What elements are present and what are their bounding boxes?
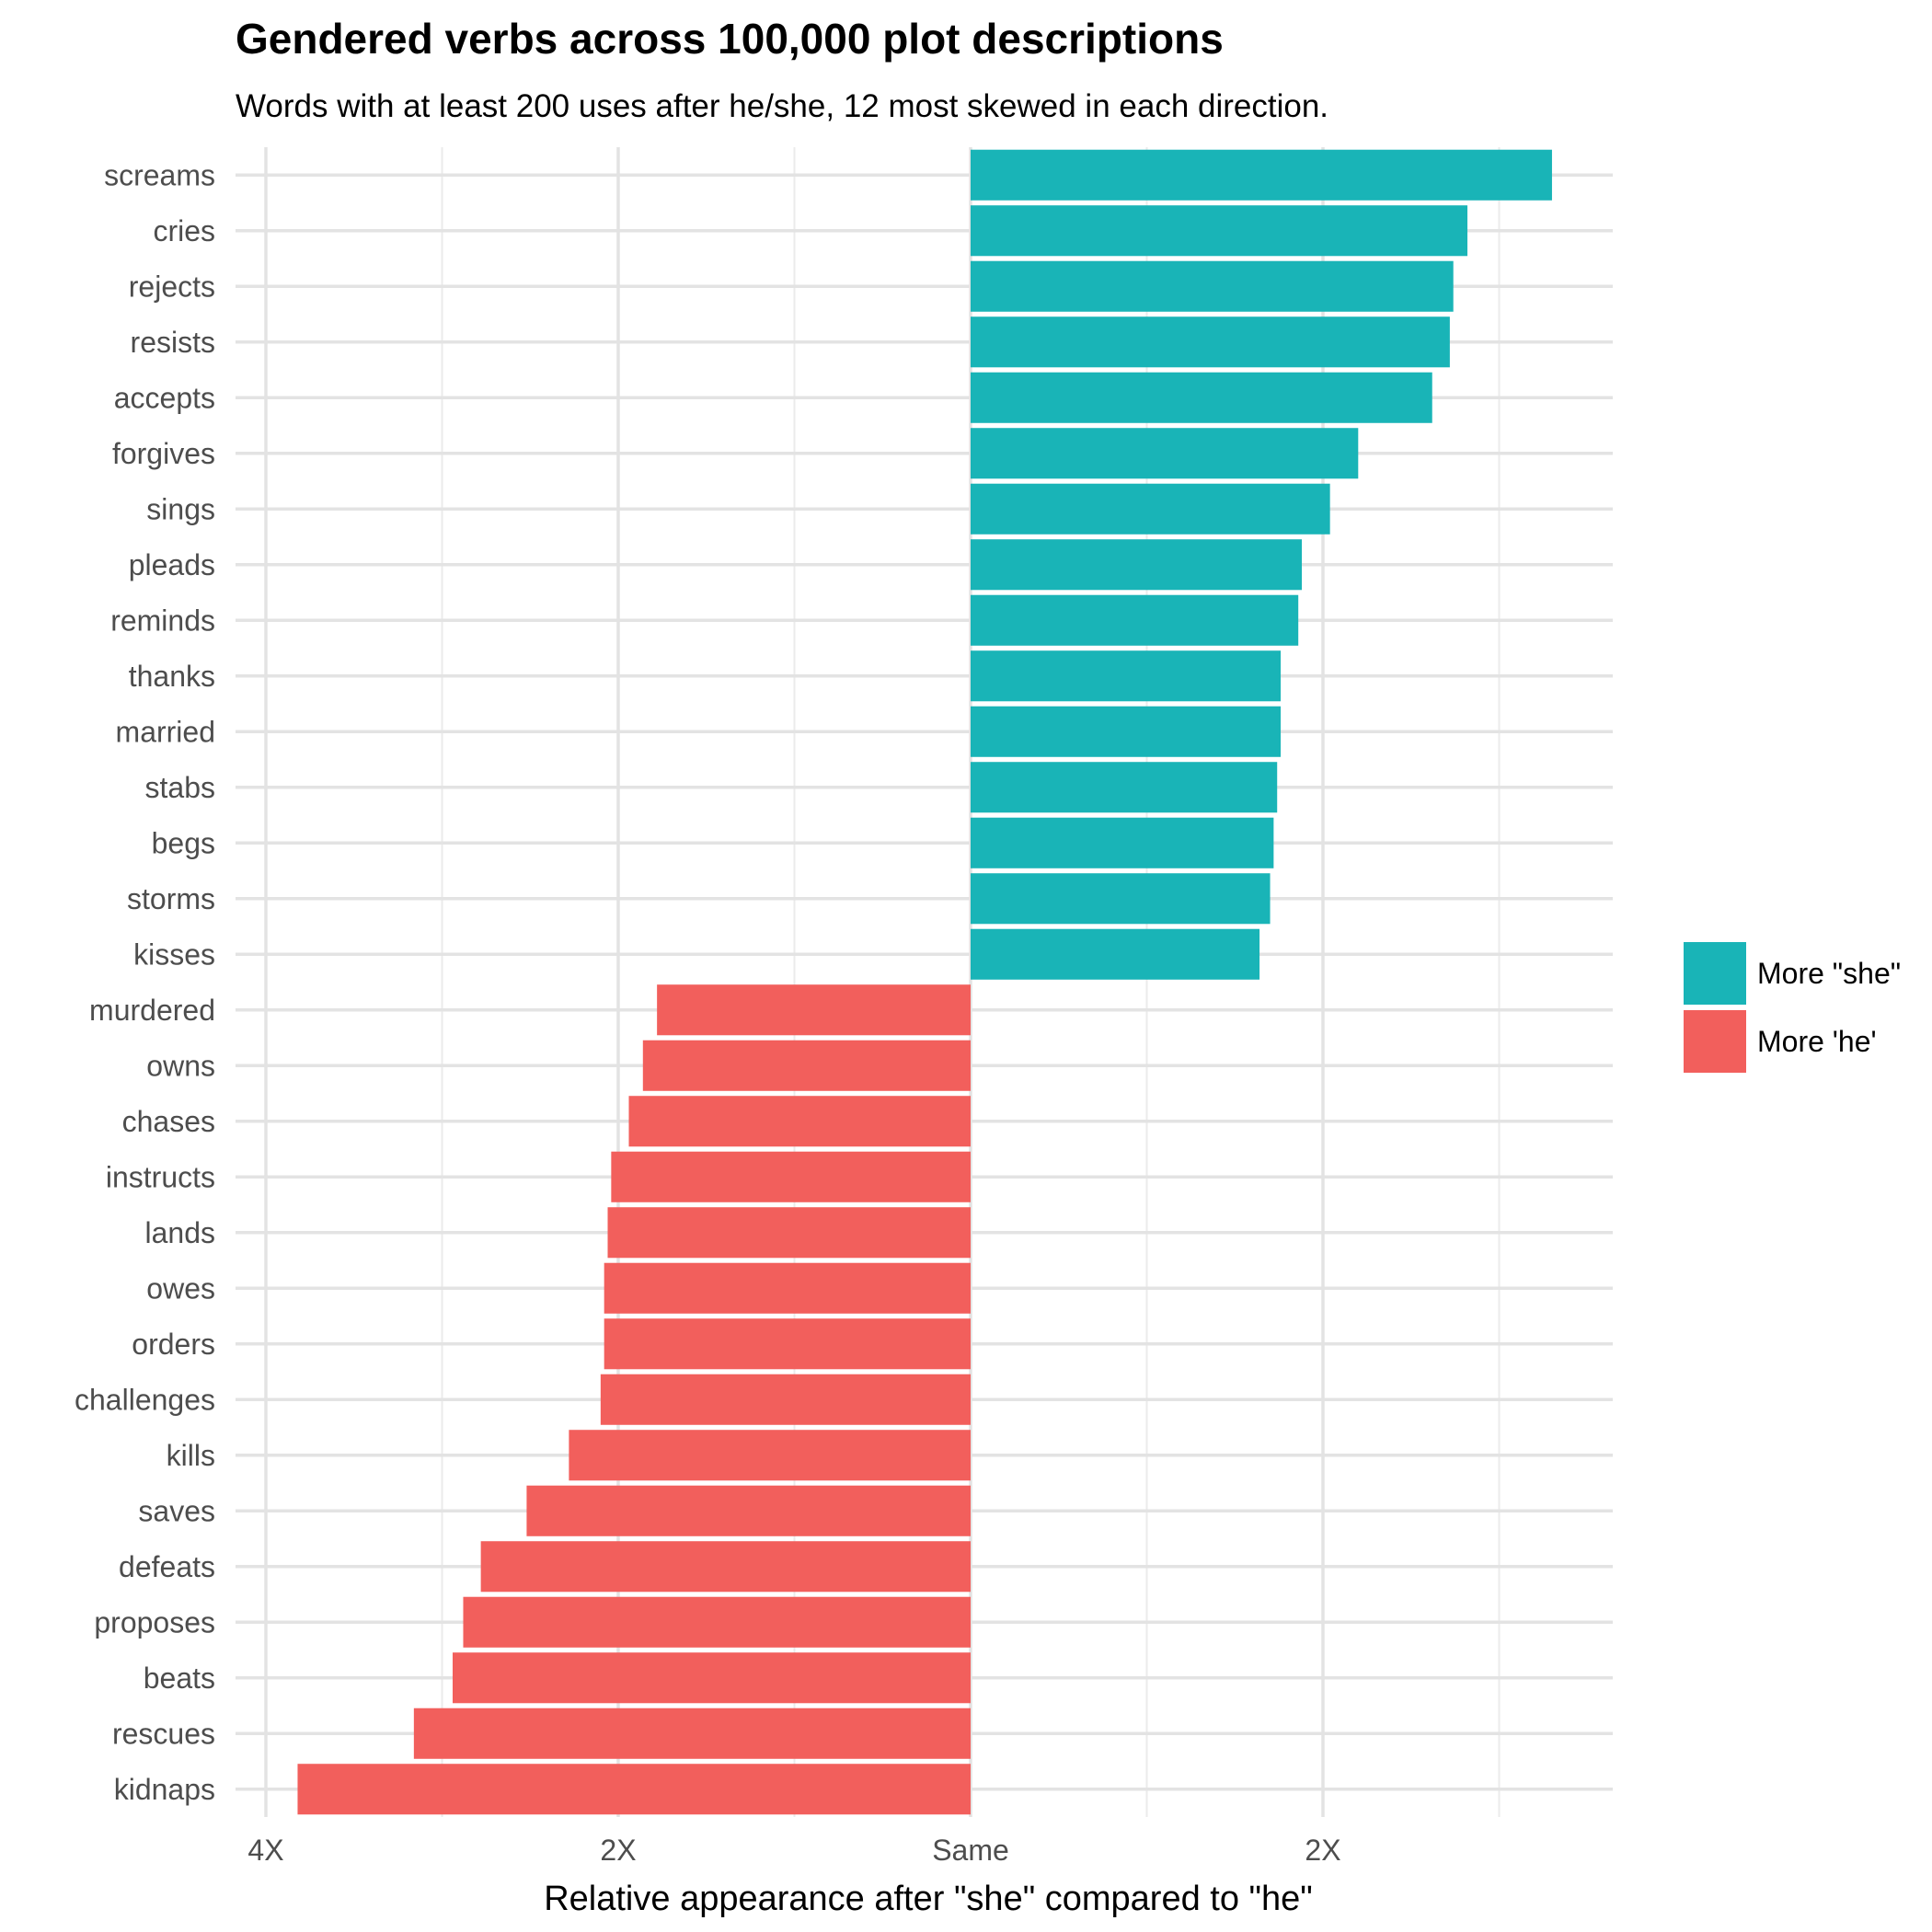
y-tick-label: owes bbox=[146, 1271, 215, 1305]
bar-lands bbox=[607, 1207, 971, 1259]
legend-swatch bbox=[1684, 942, 1746, 1005]
y-tick-label: cries bbox=[153, 214, 215, 247]
bar-challenges bbox=[600, 1374, 971, 1425]
bar-reminds bbox=[971, 594, 1299, 646]
y-tick-label: screams bbox=[104, 158, 215, 191]
y-tick-label: resists bbox=[131, 326, 215, 359]
bar-defeats bbox=[480, 1541, 971, 1593]
y-tick-label: accepts bbox=[114, 381, 215, 414]
y-tick-label: reminds bbox=[110, 604, 215, 637]
bar-owns bbox=[642, 1040, 971, 1091]
bar-kills bbox=[569, 1430, 971, 1481]
chart-title: Gendered verbs across 100,000 plot descr… bbox=[236, 15, 1224, 63]
bar-thanks bbox=[971, 650, 1282, 702]
bar-kisses bbox=[971, 928, 1260, 980]
bar-orders bbox=[604, 1318, 971, 1370]
bar-resists bbox=[971, 316, 1450, 368]
y-tick-label: rescues bbox=[112, 1717, 215, 1750]
y-tick-label: kisses bbox=[133, 937, 215, 971]
y-tick-label: defeats bbox=[119, 1550, 215, 1583]
y-tick-label: kills bbox=[167, 1439, 215, 1472]
y-tick-label: married bbox=[116, 715, 215, 748]
y-tick-label: pleads bbox=[129, 548, 215, 581]
y-tick-label: lands bbox=[145, 1216, 216, 1249]
bar-storms bbox=[971, 873, 1271, 925]
y-tick-label: owns bbox=[146, 1049, 215, 1082]
bar-pleads bbox=[971, 539, 1303, 591]
bar-rejects bbox=[971, 260, 1454, 312]
y-tick-label: sings bbox=[146, 492, 215, 525]
bar-forgives bbox=[971, 428, 1359, 479]
y-tick-label: orders bbox=[132, 1328, 215, 1361]
y-tick-label: storms bbox=[127, 882, 215, 915]
x-axis-title: Relative appearance after "she" compared… bbox=[544, 1880, 1313, 1918]
bar-accepts bbox=[971, 372, 1432, 423]
y-tick-label: challenges bbox=[75, 1383, 215, 1416]
y-tick-label: stabs bbox=[145, 771, 215, 804]
y-tick-label: instructs bbox=[106, 1160, 215, 1193]
legend-label: More 'he' bbox=[1757, 1025, 1877, 1058]
chart-subtitle: Words with at least 200 uses after he/sh… bbox=[236, 88, 1328, 124]
bar-instructs bbox=[611, 1151, 971, 1202]
bar-rescues bbox=[413, 1708, 971, 1759]
x-tick-label: 2X bbox=[1305, 1834, 1340, 1867]
y-tick-label: beats bbox=[144, 1662, 215, 1695]
bar-married bbox=[971, 706, 1282, 757]
y-tick-label: proposes bbox=[94, 1605, 215, 1639]
legend-label: More "she" bbox=[1757, 957, 1901, 990]
x-tick-label: 4X bbox=[247, 1834, 283, 1867]
y-tick-label: thanks bbox=[129, 660, 215, 693]
legend: More "she" More 'he' bbox=[1684, 942, 1901, 1073]
bar-murdered bbox=[657, 984, 971, 1036]
bars bbox=[297, 149, 1552, 1815]
y-tick-label: kidnaps bbox=[114, 1773, 215, 1806]
x-tick-label: Same bbox=[932, 1834, 1009, 1867]
y-tick-label: begs bbox=[152, 826, 215, 859]
y-tick-label: rejects bbox=[129, 270, 215, 303]
y-tick-label: forgives bbox=[112, 437, 215, 470]
bar-saves bbox=[526, 1485, 971, 1536]
bar-begs bbox=[971, 817, 1274, 868]
y-axis-labels: screams cries rejects resists accepts forgive… bbox=[75, 158, 215, 1806]
bar-sings bbox=[971, 483, 1330, 535]
bar-stabs bbox=[971, 762, 1278, 813]
y-tick-label: murdered bbox=[89, 994, 215, 1027]
bar-screams bbox=[971, 149, 1552, 201]
legend-swatch bbox=[1684, 1010, 1746, 1073]
y-tick-label: saves bbox=[138, 1494, 215, 1527]
bar-owes bbox=[604, 1262, 971, 1314]
bar-proposes bbox=[463, 1596, 972, 1648]
bar-cries bbox=[971, 205, 1468, 257]
bar-chases bbox=[628, 1096, 971, 1147]
x-axis-labels: 4X 2X Same 2X bbox=[247, 1834, 1340, 1867]
y-tick-label: chases bbox=[122, 1105, 215, 1138]
bar-kidnaps bbox=[297, 1764, 972, 1815]
x-tick-label: 2X bbox=[600, 1834, 636, 1867]
bar-beats bbox=[452, 1652, 971, 1704]
